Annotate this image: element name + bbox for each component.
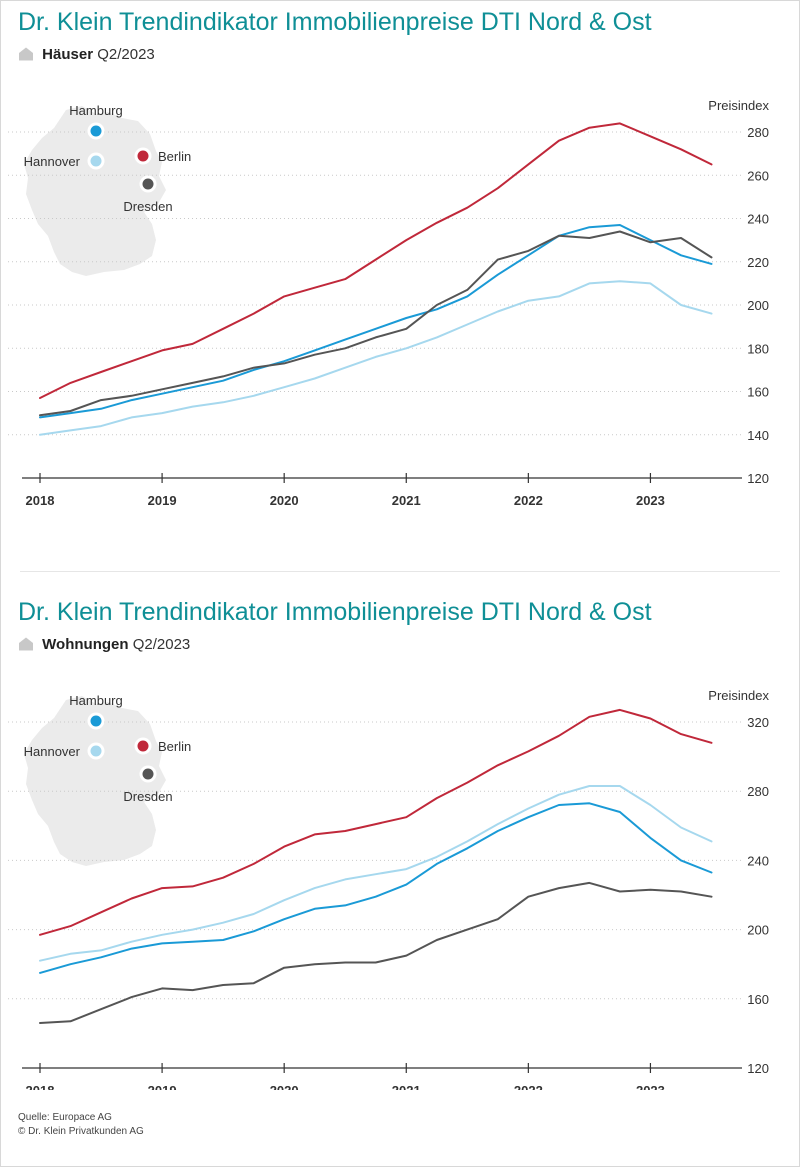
series-line-dresden: [39, 230, 713, 417]
series-line-hamburg: [39, 802, 713, 974]
x-tick-label: 2021: [392, 1083, 421, 1090]
x-tick-label: 2018: [26, 1083, 55, 1090]
city-marker-hamburg: [90, 715, 102, 727]
y-axis-title: Preisindex: [708, 688, 769, 703]
category-label: Wohnungen: [42, 636, 129, 653]
x-tick-label: 2023: [636, 493, 665, 508]
city-label-berlin: Berlin: [158, 149, 191, 164]
period-label: Q2/2023: [97, 46, 155, 63]
y-tick-label: 240: [747, 853, 769, 868]
city-marker-hamburg: [90, 125, 102, 137]
germany-map-shape: [24, 106, 166, 276]
x-tick-label: 2020: [270, 1083, 299, 1090]
city-marker-hannover: [90, 155, 102, 167]
y-tick-label: 140: [747, 428, 769, 443]
source-note: Quelle: Europace AG: [18, 1112, 112, 1123]
period-label: Q2/2023: [132, 636, 191, 653]
y-tick-label: 120: [747, 471, 769, 486]
city-label-hamburg: Hamburg: [69, 103, 122, 118]
y-tick-label: 260: [747, 168, 769, 183]
y-tick-label: 280: [747, 125, 769, 140]
city-label-dresden: Dresden: [123, 789, 172, 804]
city-marker-hannover: [90, 745, 102, 757]
x-tick-label: 2022: [514, 493, 543, 508]
city-marker-dresden: [142, 768, 154, 780]
y-tick-label: 200: [747, 298, 769, 313]
x-tick-label: 2020: [270, 493, 299, 508]
chart-subtitle: Häuser Q2/2023: [18, 46, 155, 63]
category-label: Häuser: [42, 46, 94, 63]
house-icon: [19, 47, 33, 61]
chart-panel-houses: Dr. Klein Trendindikator Immobilienpreis…: [0, 0, 800, 570]
y-tick-label: 220: [747, 255, 769, 270]
copyright-note: © Dr. Klein Privatkunden AG: [18, 1126, 144, 1137]
chart-subtitle: Wohnungen Q2/2023: [18, 636, 190, 653]
chart-panel-apartments: Dr. Klein Trendindikator Immobilienpreis…: [0, 590, 800, 1160]
footer: Quelle: Europace AG © Dr. Klein Privatku…: [18, 1111, 144, 1139]
line-chart-houses: 120 140 160 180 200 220 240 260 280 2018 2019 2020 2…: [8, 98, 769, 508]
x-tick-label: 2021: [392, 493, 421, 508]
city-label-dresden: Dresden: [123, 199, 172, 214]
x-tick-label: 2018: [26, 493, 55, 508]
panel-divider: [20, 571, 780, 572]
y-tick-label: 120: [747, 1061, 769, 1076]
line-chart-apartments: 120 160 200 240 280 320 2018 2019 2020 2021 2022 20…: [8, 688, 769, 1090]
x-tick-label: 2022: [514, 1083, 543, 1090]
chart-title: Dr. Klein Trendindikator Immobilienpreis…: [18, 598, 652, 626]
city-label-hannover: Hannover: [24, 744, 81, 759]
y-tick-label: 180: [747, 341, 769, 356]
x-tick-label: 2023: [636, 1083, 665, 1090]
germany-map-shape: [24, 696, 166, 866]
y-tick-label: 200: [747, 923, 769, 938]
city-marker-berlin: [137, 150, 149, 162]
chart-title: Dr. Klein Trendindikator Immobilienpreis…: [18, 8, 652, 36]
city-marker-dresden: [142, 178, 154, 190]
series-line-hannover: [39, 785, 713, 962]
city-label-hamburg: Hamburg: [69, 693, 122, 708]
y-tick-label: 240: [747, 212, 769, 227]
y-tick-label: 160: [747, 385, 769, 400]
series-line-dresden: [39, 881, 713, 1024]
series-line-hamburg: [39, 224, 713, 419]
y-axis-title: Preisindex: [708, 98, 769, 113]
y-tick-label: 280: [747, 784, 769, 799]
germany-map: [24, 106, 166, 276]
series-line-hannover: [39, 280, 713, 436]
y-tick-label: 160: [747, 992, 769, 1007]
city-marker-berlin: [137, 740, 149, 752]
series-line-berlin: [39, 122, 713, 399]
germany-map: [24, 696, 166, 866]
x-tick-label: 2019: [148, 1083, 177, 1090]
x-tick-label: 2019: [148, 493, 177, 508]
y-tick-label: 320: [747, 715, 769, 730]
house-icon: [19, 637, 33, 651]
city-label-hannover: Hannover: [24, 154, 81, 169]
city-label-berlin: Berlin: [158, 739, 191, 754]
series-line-berlin: [39, 708, 713, 936]
